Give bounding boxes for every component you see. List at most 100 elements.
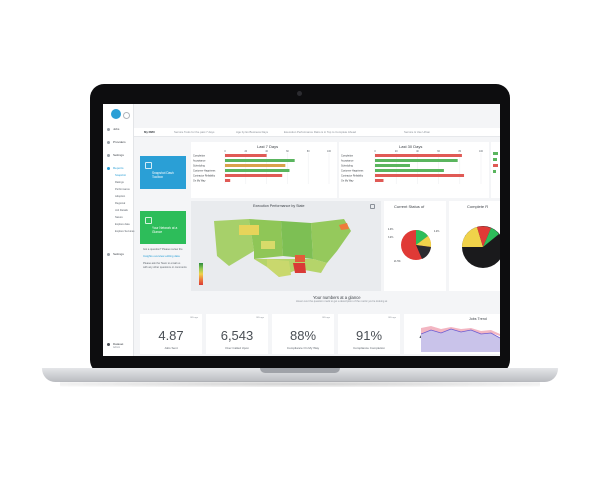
trend-area-blue [421,329,500,352]
complete-pie[interactable] [461,225,500,269]
bar [375,164,410,167]
usa-map[interactable] [209,211,359,281]
app-logo[interactable] [111,109,121,119]
bar [225,159,295,162]
avatar[interactable] [107,343,110,346]
sidebar-item-providers[interactable]: Providers [113,140,126,144]
map-state-louisiana [293,263,306,273]
pie-slice-green [416,230,428,245]
bar-row-label: Acceptance [193,160,206,163]
edge-bar [493,158,497,161]
last-30-days-chart: 0 20 40 60 80 100 Completion Acceptance Scheduli… [341,150,484,184]
numbers-title: Your numbers at a glance [313,295,361,300]
sidebar-item-reports[interactable]: Reports [113,166,124,170]
axis-tick-label: 40 [265,150,268,153]
kpi-value: 4.87 [158,328,184,343]
axis-tick-label: 80 [458,150,461,153]
breadcrumb-item-3[interactable]: Execution Performance Ratio is in Top to… [284,130,356,134]
sidebar-subitem-snapshot[interactable]: Snapshot [115,174,126,177]
sidebar-item-settings-lower[interactable]: Settings [113,252,124,256]
bar-row-label: On My Way [341,180,354,183]
kpi-card: 365 ago 88% Compliance On My Way [272,314,334,354]
bar-row-label: Scheduling [341,165,353,168]
bar [375,159,458,162]
last-7-days-panel: Last 7 Days 0 20 40 60 80 100 Completion Accept… [191,142,337,198]
jobs-trend-title: Jobs Trend [469,317,487,321]
kpi-card: 365 ago 91% Compliance Completion [338,314,400,354]
map-state-arkansas [295,255,305,262]
axis-tick-label: 60 [286,150,289,153]
last-7-days-chart: 0 20 40 60 80 100 Completion Acceptance Scheduli… [193,150,332,184]
laptop-shadow [60,381,540,387]
axis-tick-label: 100 [327,150,332,153]
axis-tick-label: 60 [437,150,440,153]
breadcrumb-item-2[interactable]: Age by Ex Business Days [236,130,269,134]
note-text-1: Please ask the Team to email us [143,262,181,265]
insights-link[interactable]: Insights overview editing data [143,254,180,258]
last-30-days-title: Last 30 Days [399,144,423,149]
sidebar-subitem-adoption[interactable]: Adoption [115,195,126,198]
jobs-trend-panel: Jobs Trend [421,314,500,354]
sidebar-subitem-explore-data[interactable]: Explore data [115,223,130,226]
current-status-panel: Current Status of 4.0% 3.2% 21.5% 4.2% [384,201,446,291]
chart-icon [145,162,152,169]
sidebar-subitem-explore-services[interactable]: Explore Services [115,230,135,233]
providers-icon [107,141,110,144]
question-text: Got a question? Please review the [143,248,183,251]
sidebar-subitem-job-details[interactable]: Job Details [115,209,128,212]
pie-slice-red [477,226,491,247]
search-icon[interactable] [123,112,130,119]
sidebar-subitem-ratings[interactable]: Ratings [115,181,124,184]
right-edge-panel [491,142,500,198]
kpi-card: 365 ago 4.87 Jobs Sent [140,314,202,354]
bar-row-label: Customer Happiness [193,170,216,173]
bar [375,174,465,177]
network-tile-label: Your Network at a Glance [152,226,178,234]
breadcrumb-item-1[interactable]: Service Tools for the past 7 days [174,130,215,134]
bar-row-label: Customer Happiness [341,170,364,173]
jobs-trend-chart[interactable] [421,324,500,352]
kpi-ago: 365 ago [322,317,330,319]
breadcrumb-item-4[interactable]: Service & Use Urban [404,130,431,134]
kpi-caption: Compliance Completion [353,346,385,350]
jobs-icon [107,128,110,131]
axis-tick-label: 0 [374,150,376,153]
bar [375,169,444,172]
edge-bar [493,152,498,155]
current-status-pie[interactable] [400,229,432,261]
back-link[interactable]: My RMX [144,130,155,134]
sidebar-item-settings[interactable]: Settings [113,153,124,157]
pie-slice-dark [416,245,431,259]
kpi-value: 6,543 [220,328,254,343]
sidebar-subitem-performance[interactable]: Performance [115,188,130,191]
map-state-colorado [261,241,275,249]
snapshot-tile[interactable]: Snapshot Dash Toolbox [140,156,186,189]
pie-label-3: 21.5% [394,261,401,263]
sidebar-subitem-nature[interactable]: Nature [115,216,123,219]
webcam [297,91,302,96]
map-title: Execution Performance by State [253,204,305,208]
bar-row-label: Contractor Reliability [193,175,216,178]
bar [225,154,267,157]
axis-tick-label: 0 [224,150,226,153]
pie-label-4: 4.2% [434,231,440,233]
kpi-caption: Over Called Upon [225,346,249,350]
pie-slice-yellow [462,227,483,247]
complete-panel: Complete R [449,201,500,291]
kpi-value: 91% [355,328,383,343]
network-tile[interactable]: Your Network at a Glance [140,211,186,244]
bar-row-label: Contractor Reliability [341,175,364,178]
state-map-panel: Execution Performance by State [191,201,381,291]
bar [225,164,286,167]
gear-icon [107,253,110,256]
bar [225,169,290,172]
user-name: Dataset [113,342,124,346]
sidebar-subitem-regional[interactable]: Regional [115,202,126,205]
axis-tick-label: 100 [479,150,484,153]
complete-title: Complete R [467,204,489,209]
sidebar-item-jobs[interactable]: Jobs [113,127,120,131]
trend-line [421,328,500,339]
bar [375,154,462,157]
info-icon[interactable] [370,204,375,209]
pie-slice-green [483,228,499,247]
